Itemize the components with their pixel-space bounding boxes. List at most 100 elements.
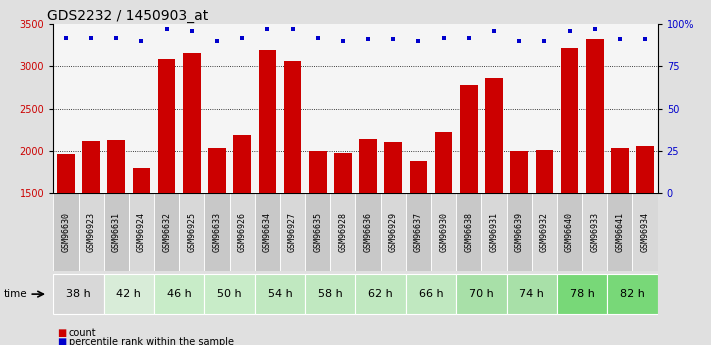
- Text: 50 h: 50 h: [218, 289, 242, 299]
- Bar: [233, 135, 251, 320]
- Text: GSM96932: GSM96932: [540, 212, 549, 252]
- Text: GSM96926: GSM96926: [237, 212, 247, 252]
- Bar: [611, 148, 629, 320]
- Text: 70 h: 70 h: [469, 289, 493, 299]
- Text: GSM96640: GSM96640: [565, 212, 574, 252]
- Bar: [485, 78, 503, 320]
- Text: 78 h: 78 h: [570, 289, 594, 299]
- Text: GSM96930: GSM96930: [439, 212, 448, 252]
- Bar: [356, 274, 406, 314]
- Text: GSM96925: GSM96925: [187, 212, 196, 252]
- Bar: [385, 142, 402, 320]
- Text: ■: ■: [57, 337, 66, 345]
- Text: 62 h: 62 h: [368, 289, 393, 299]
- Bar: [506, 274, 557, 314]
- Text: GSM96634: GSM96634: [263, 212, 272, 252]
- Point: [312, 35, 324, 40]
- Bar: [481, 193, 506, 271]
- Text: 38 h: 38 h: [66, 289, 91, 299]
- Text: GSM96633: GSM96633: [213, 212, 222, 252]
- Bar: [183, 53, 201, 320]
- Bar: [104, 274, 154, 314]
- Point: [513, 38, 525, 44]
- Text: time: time: [4, 289, 27, 299]
- Point: [363, 37, 374, 42]
- Point: [438, 35, 449, 40]
- Point: [488, 28, 500, 34]
- Bar: [557, 193, 582, 271]
- Bar: [359, 139, 377, 320]
- Text: GSM96923: GSM96923: [87, 212, 95, 252]
- Text: GSM96929: GSM96929: [389, 212, 397, 252]
- Text: 74 h: 74 h: [519, 289, 544, 299]
- Bar: [460, 85, 478, 320]
- Bar: [179, 193, 205, 271]
- Bar: [208, 148, 226, 320]
- Text: count: count: [69, 328, 97, 338]
- Text: GSM96924: GSM96924: [137, 212, 146, 252]
- Point: [186, 28, 198, 34]
- Text: 58 h: 58 h: [318, 289, 343, 299]
- Bar: [133, 168, 150, 320]
- Bar: [129, 193, 154, 271]
- Bar: [309, 151, 326, 320]
- Bar: [510, 151, 528, 320]
- Text: 66 h: 66 h: [419, 289, 444, 299]
- Point: [413, 38, 424, 44]
- Text: percentile rank within the sample: percentile rank within the sample: [69, 337, 234, 345]
- Bar: [406, 193, 431, 271]
- Text: GSM96933: GSM96933: [590, 212, 599, 252]
- Text: GSM96928: GSM96928: [338, 212, 348, 252]
- Bar: [406, 274, 456, 314]
- Bar: [259, 50, 276, 320]
- Bar: [535, 150, 553, 320]
- Bar: [532, 193, 557, 271]
- Bar: [557, 274, 607, 314]
- Point: [639, 37, 651, 42]
- Text: GSM96636: GSM96636: [363, 212, 373, 252]
- Point: [211, 38, 223, 44]
- Bar: [582, 193, 607, 271]
- Point: [237, 35, 248, 40]
- Text: GDS2232 / 1450903_at: GDS2232 / 1450903_at: [47, 9, 208, 23]
- Point: [564, 28, 575, 34]
- Point: [111, 35, 122, 40]
- Bar: [334, 154, 352, 320]
- Bar: [456, 193, 481, 271]
- Text: 54 h: 54 h: [267, 289, 292, 299]
- Bar: [456, 274, 506, 314]
- Point: [85, 35, 97, 40]
- Bar: [607, 274, 658, 314]
- Bar: [607, 193, 633, 271]
- Bar: [205, 193, 230, 271]
- Text: 82 h: 82 h: [620, 289, 645, 299]
- Bar: [586, 39, 604, 320]
- Bar: [305, 274, 356, 314]
- Point: [589, 27, 600, 32]
- Text: GSM96927: GSM96927: [288, 212, 297, 252]
- Bar: [255, 193, 280, 271]
- Bar: [561, 48, 578, 320]
- Bar: [154, 193, 179, 271]
- Text: 42 h: 42 h: [117, 289, 141, 299]
- Bar: [78, 193, 104, 271]
- Bar: [104, 193, 129, 271]
- Text: GSM96632: GSM96632: [162, 212, 171, 252]
- Bar: [380, 193, 406, 271]
- Bar: [53, 274, 104, 314]
- Bar: [158, 59, 176, 320]
- Point: [337, 38, 348, 44]
- Text: 46 h: 46 h: [167, 289, 191, 299]
- Bar: [305, 193, 331, 271]
- Bar: [356, 193, 380, 271]
- Text: GSM96639: GSM96639: [515, 212, 524, 252]
- Text: GSM96637: GSM96637: [414, 212, 423, 252]
- Point: [387, 37, 399, 42]
- Point: [60, 35, 72, 40]
- Text: GSM96641: GSM96641: [616, 212, 624, 252]
- Point: [262, 27, 273, 32]
- Text: GSM96630: GSM96630: [61, 212, 70, 252]
- Bar: [154, 274, 205, 314]
- Bar: [107, 140, 125, 320]
- Bar: [57, 154, 75, 320]
